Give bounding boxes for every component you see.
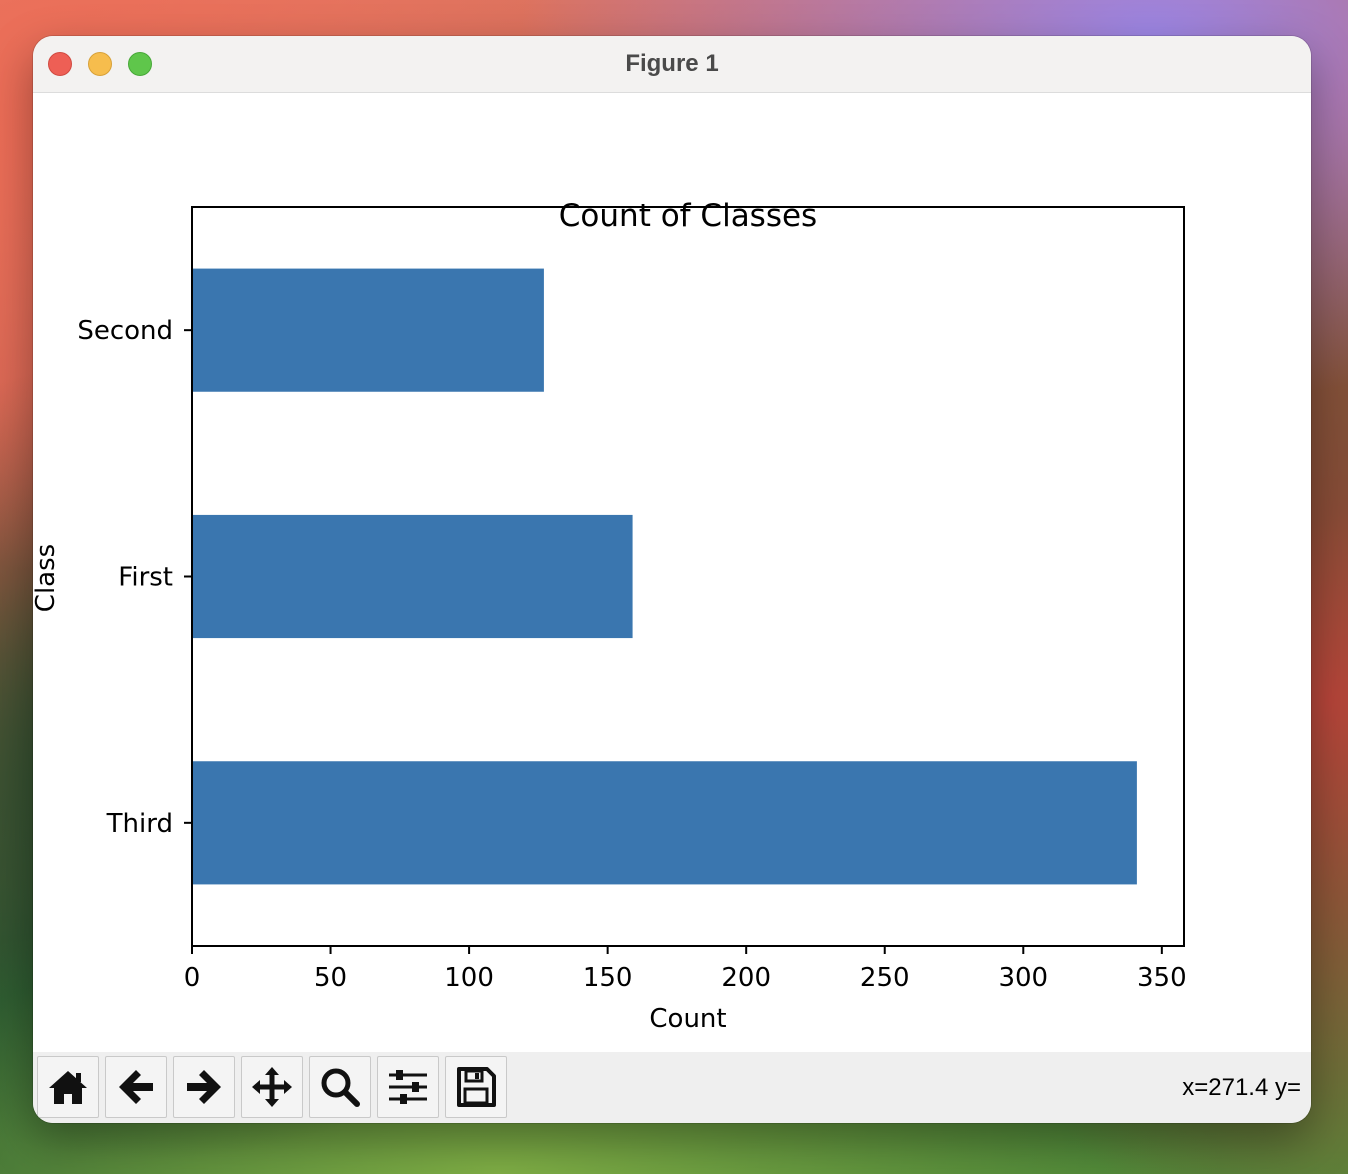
bar-chart: Count of Classes Third First Second 0 50 100… xyxy=(33,198,1187,1034)
y-axis-label: Class xyxy=(33,544,61,612)
minimize-window-button[interactable] xyxy=(88,52,112,76)
bar-second xyxy=(192,268,544,392)
x-tick-label: 300 xyxy=(998,963,1048,993)
y-tick-label: First xyxy=(118,563,173,593)
x-tick-label: 350 xyxy=(1137,963,1187,993)
arrow-right-icon xyxy=(187,1070,221,1104)
close-window-button[interactable] xyxy=(48,52,72,76)
back-button[interactable] xyxy=(105,1056,167,1118)
y-tick-label: Third xyxy=(106,809,173,839)
x-tick-label: 150 xyxy=(583,963,633,993)
zoom-window-button[interactable] xyxy=(128,52,152,76)
chart-title: Count of Classes xyxy=(559,198,817,234)
configure-subplots-button[interactable] xyxy=(377,1056,439,1118)
window-title: Figure 1 xyxy=(625,50,719,77)
x-tick-label: 50 xyxy=(314,963,347,993)
x-tick-label: 250 xyxy=(860,963,910,993)
bar-first xyxy=(192,514,633,639)
navigation-toolbar: x=271.4 y= xyxy=(33,1052,1311,1123)
pan-button[interactable] xyxy=(241,1056,303,1118)
move-icon xyxy=(252,1067,292,1107)
magnifier-icon xyxy=(321,1068,360,1107)
arrow-left-icon xyxy=(119,1070,153,1104)
y-tick-label: Second xyxy=(77,316,173,346)
sliders-icon xyxy=(389,1070,427,1104)
plot-canvas[interactable]: Count of Classes Third First Second 0 50 100… xyxy=(33,93,1311,1052)
cursor-coordinates: x=271.4 y= xyxy=(1182,1074,1301,1101)
home-button[interactable] xyxy=(37,1056,99,1118)
figure-window: Figure 1 Count of Classes Third First Seco… xyxy=(33,36,1311,1123)
floppy-disk-icon xyxy=(457,1067,496,1107)
home-icon xyxy=(49,1071,87,1104)
x-axis-label: Count xyxy=(649,1004,726,1034)
forward-button[interactable] xyxy=(173,1056,235,1118)
save-button[interactable] xyxy=(445,1056,507,1118)
title-bar: Figure 1 xyxy=(33,36,1311,93)
x-tick-label: 100 xyxy=(444,963,494,993)
zoom-button[interactable] xyxy=(309,1056,371,1118)
bar-third xyxy=(192,761,1137,885)
x-tick-label: 0 xyxy=(184,963,201,993)
x-tick-label: 200 xyxy=(721,963,771,993)
